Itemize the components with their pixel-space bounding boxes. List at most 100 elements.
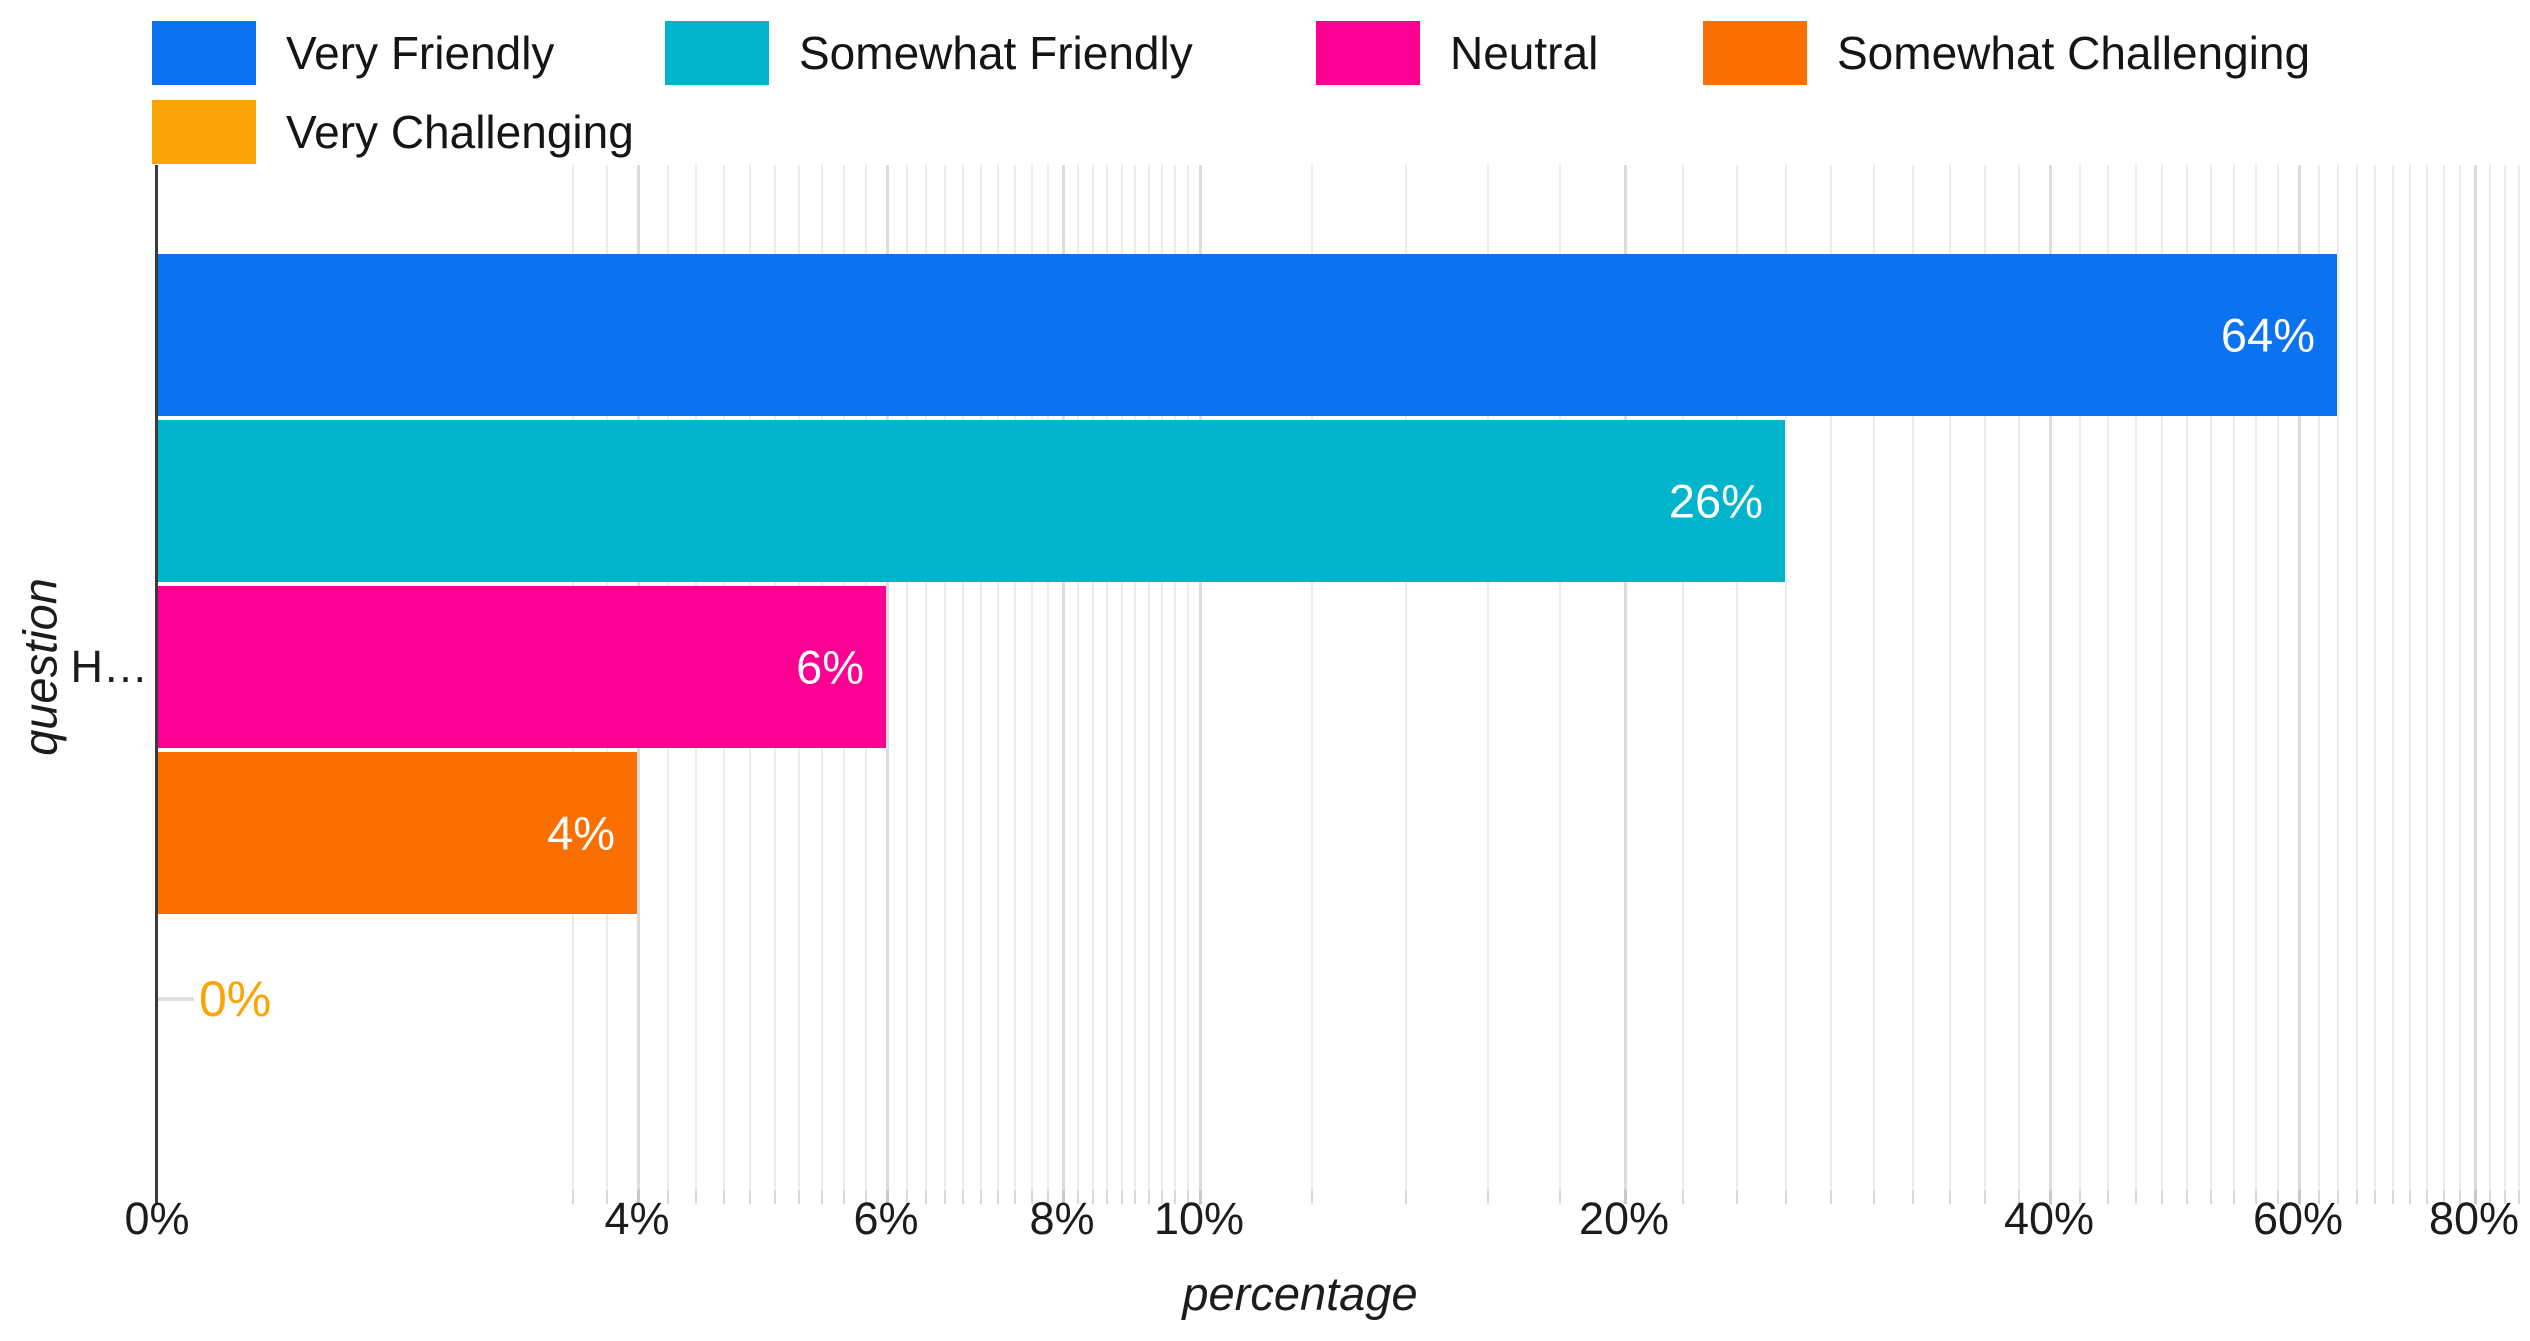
bar-value-label: 26% xyxy=(1668,474,1763,528)
gridline xyxy=(1106,165,1108,1190)
y-axis-line xyxy=(155,165,158,1205)
gridline xyxy=(2443,165,2445,1190)
gridline xyxy=(2018,165,2020,1190)
axis-tick xyxy=(1949,1190,1951,1204)
axis-tick xyxy=(2186,1190,2188,1204)
gridline xyxy=(2409,165,2411,1190)
axis-tick xyxy=(980,1190,982,1204)
gridline xyxy=(2392,165,2394,1190)
legend-item-very-challenging[interactable]: Very Challenging xyxy=(152,99,634,165)
gridline xyxy=(1121,165,1123,1190)
gridline xyxy=(997,165,999,1190)
bar-somewhat-friendly[interactable] xyxy=(158,420,1785,582)
axis-tick xyxy=(1031,1190,1033,1204)
axis-tick xyxy=(1161,1190,1163,1204)
y-category-label: H… xyxy=(70,641,149,692)
gridline xyxy=(1077,165,1079,1190)
bar-neutral[interactable] xyxy=(158,586,886,748)
gridline xyxy=(1736,165,1738,1190)
gridline xyxy=(1984,165,1986,1190)
axis-tick xyxy=(2392,1190,2394,1204)
axis-tick xyxy=(2489,1190,2491,1204)
axis-tick xyxy=(1062,1190,1065,1204)
gridline xyxy=(1199,165,1202,1190)
x-tick-label: 10% xyxy=(1153,1193,1245,1244)
gridline xyxy=(1949,165,1951,1190)
axis-tick xyxy=(1187,1190,1189,1204)
legend-item-neutral[interactable]: Neutral xyxy=(1316,20,1598,86)
x-tick-label: 40% xyxy=(2003,1193,2095,1244)
axis-tick xyxy=(695,1190,697,1204)
axis-tick xyxy=(1559,1190,1561,1204)
axis-tick xyxy=(1148,1190,1150,1204)
gridline xyxy=(2255,165,2257,1190)
gridline xyxy=(1092,165,1094,1190)
legend-swatch xyxy=(1703,21,1807,85)
legend-label: Very Challenging xyxy=(286,106,634,158)
gridline xyxy=(1311,165,1313,1190)
axis-tick xyxy=(1624,1190,1627,1204)
bar-value-label: 4% xyxy=(547,806,615,860)
axis-tick xyxy=(1047,1190,1049,1204)
axis-tick xyxy=(2474,1190,2477,1204)
bar-very-friendly[interactable] xyxy=(158,254,2337,416)
gridline xyxy=(2233,165,2235,1190)
axis-tick xyxy=(2210,1190,2212,1204)
gridline xyxy=(2107,165,2109,1190)
gridline xyxy=(2426,165,2428,1190)
legend-item-somewhat-friendly[interactable]: Somewhat Friendly xyxy=(665,20,1193,86)
x-tick-label: 8% xyxy=(1029,1193,1095,1244)
axis-tick xyxy=(1736,1190,1738,1204)
legend-item-very-friendly[interactable]: Very Friendly xyxy=(152,20,554,86)
axis-tick xyxy=(2079,1190,2081,1204)
axis-tick xyxy=(2504,1190,2506,1204)
axis-tick xyxy=(1106,1190,1108,1204)
axis-tick xyxy=(1830,1190,1832,1204)
axis-tick xyxy=(925,1190,927,1204)
gridline xyxy=(1134,165,1136,1190)
axis-tick xyxy=(1077,1190,1079,1204)
bar-value-label: 6% xyxy=(796,640,864,694)
axis-tick xyxy=(2409,1190,2411,1204)
gridline xyxy=(2277,165,2279,1190)
legend-item-somewhat-challenging[interactable]: Somewhat Challenging xyxy=(1703,20,2310,86)
gridline xyxy=(2504,165,2506,1190)
axis-tick xyxy=(1134,1190,1136,1204)
gridline xyxy=(2161,165,2163,1190)
axis-tick xyxy=(606,1190,608,1204)
legend-swatch xyxy=(665,21,769,85)
axis-tick xyxy=(637,1190,640,1204)
plot-area: 64% 26% 6% 4% 0% xyxy=(157,165,2530,1204)
axis-tick xyxy=(2161,1190,2163,1204)
gridline xyxy=(1873,165,1875,1190)
gridline xyxy=(2459,165,2461,1190)
axis-tick xyxy=(962,1190,964,1204)
gridline xyxy=(2337,165,2339,1190)
gridline xyxy=(944,165,946,1190)
axis-tick xyxy=(821,1190,823,1204)
axis-tick xyxy=(2337,1190,2339,1204)
gridline xyxy=(1830,165,1832,1190)
gridline xyxy=(1405,165,1407,1190)
axis-tick xyxy=(1199,1190,1202,1204)
gridline xyxy=(2135,165,2137,1190)
legend-label: Somewhat Friendly xyxy=(799,27,1193,79)
gridline xyxy=(1912,165,1914,1190)
axis-tick xyxy=(2277,1190,2279,1204)
axis-tick xyxy=(798,1190,800,1204)
axis-tick xyxy=(1487,1190,1489,1204)
axis-tick xyxy=(2356,1190,2358,1204)
axis-tick xyxy=(2518,1190,2520,1204)
axis-tick xyxy=(1121,1190,1123,1204)
axis-tick xyxy=(2426,1190,2428,1204)
gridline xyxy=(1624,165,1627,1190)
gridline xyxy=(1187,165,1189,1190)
axis-tick xyxy=(1405,1190,1407,1204)
x-tick-label: 4% xyxy=(604,1193,670,1244)
axis-tick xyxy=(2443,1190,2445,1204)
legend-label: Somewhat Challenging xyxy=(1837,27,2311,79)
bar-somewhat-challenging[interactable] xyxy=(158,752,637,914)
gridline xyxy=(2079,165,2081,1190)
axis-tick xyxy=(906,1190,908,1204)
